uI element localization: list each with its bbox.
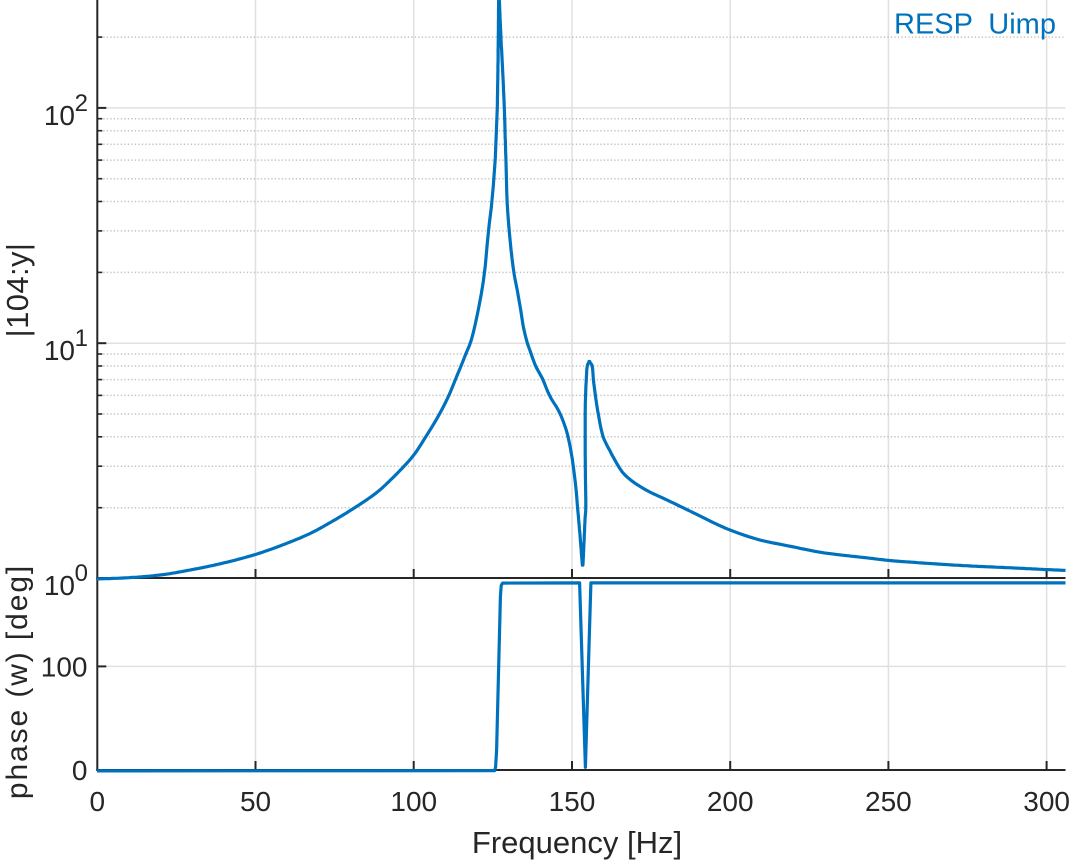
svg-text:10: 10	[44, 570, 75, 601]
svg-text:100: 100	[41, 652, 88, 683]
svg-text:0: 0	[72, 755, 88, 786]
svg-text:10: 10	[44, 335, 75, 366]
svg-text:|104:y|: |104:y|	[0, 243, 35, 338]
svg-text:RESP: RESP	[894, 9, 973, 41]
svg-text:phase (w) [deg]: phase (w) [deg]	[1, 564, 34, 799]
svg-text:0: 0	[75, 560, 88, 587]
svg-text:300: 300	[1023, 786, 1070, 817]
svg-text:10: 10	[44, 100, 75, 131]
svg-text:2: 2	[75, 90, 88, 117]
svg-text:Frequency [Hz]: Frequency [Hz]	[472, 825, 682, 860]
svg-text:Uimp: Uimp	[988, 9, 1056, 41]
svg-text:1: 1	[75, 325, 88, 352]
svg-text:250: 250	[865, 786, 912, 817]
svg-text:100: 100	[390, 786, 437, 817]
svg-text:0: 0	[90, 786, 106, 817]
svg-text:150: 150	[549, 786, 596, 817]
svg-text:200: 200	[707, 786, 754, 817]
svg-text:50: 50	[240, 786, 271, 817]
